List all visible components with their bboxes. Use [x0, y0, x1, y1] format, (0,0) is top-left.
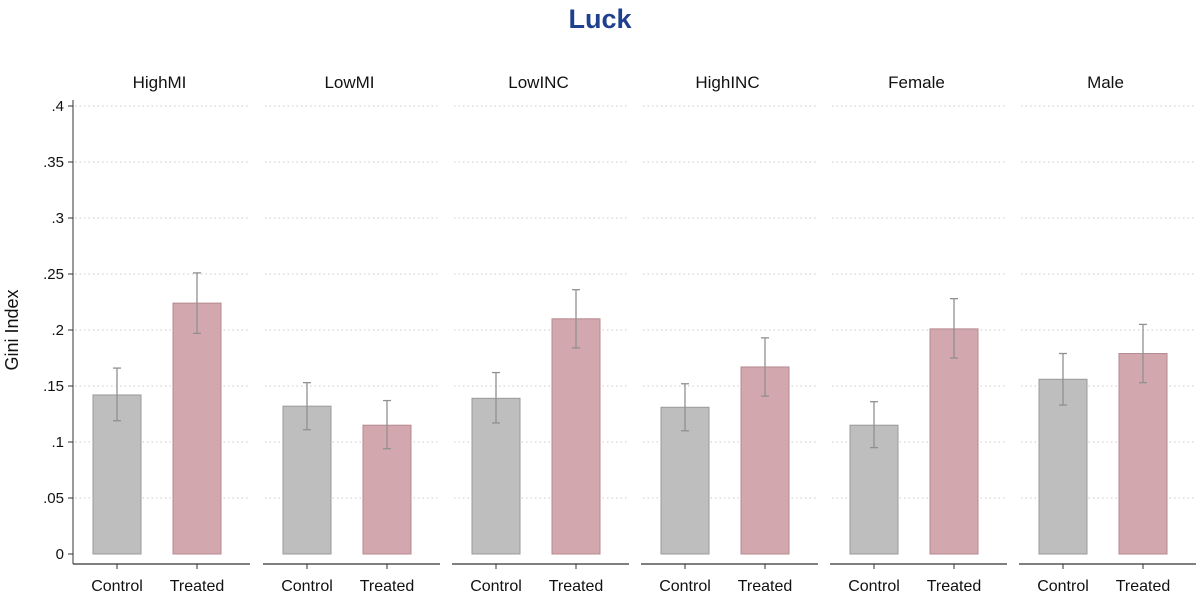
bar-treated	[929, 328, 979, 555]
panel-title: Male	[1087, 73, 1124, 92]
x-tick-label: Treated	[360, 578, 415, 595]
bar-treated	[740, 366, 790, 555]
x-tick-label: Treated	[170, 578, 225, 595]
y-tick-label: .4	[51, 98, 64, 115]
y-tick-label: .35	[43, 154, 64, 171]
y-tick-label: .25	[43, 266, 64, 283]
x-tick-label: Control	[470, 578, 522, 595]
x-tick-label: Treated	[1116, 578, 1171, 595]
bar-control	[471, 397, 521, 555]
x-tick-label: Control	[1037, 578, 1089, 595]
bar-control	[282, 405, 332, 555]
bar-control	[92, 394, 142, 555]
bar-control	[1038, 378, 1088, 555]
bar-treated	[551, 318, 601, 555]
panel-title: HighINC	[695, 73, 759, 92]
panel-title: Female	[888, 73, 945, 92]
x-tick-label: Control	[91, 578, 143, 595]
panel-title: LowINC	[508, 73, 568, 92]
chart-title: Luck	[568, 4, 632, 34]
y-tick-label: .3	[51, 210, 64, 227]
y-tick-label: 0	[56, 546, 64, 563]
bar-treated	[1118, 353, 1168, 555]
bar-control	[660, 406, 710, 555]
y-tick-label: .2	[51, 322, 64, 339]
x-tick-label: Control	[281, 578, 333, 595]
y-tick-label: .15	[43, 378, 64, 395]
panel-title: HighMI	[133, 73, 187, 92]
x-tick-label: Treated	[738, 578, 793, 595]
x-tick-label: Treated	[549, 578, 604, 595]
x-tick-label: Treated	[927, 578, 982, 595]
y-tick-label: .1	[51, 434, 64, 451]
x-tick-label: Control	[848, 578, 900, 595]
bar-treated	[172, 302, 222, 555]
panel-title: LowMI	[324, 73, 374, 92]
y-tick-label: .05	[43, 490, 64, 507]
x-tick-label: Control	[659, 578, 711, 595]
y-axis-label: Gini Index	[2, 289, 22, 370]
